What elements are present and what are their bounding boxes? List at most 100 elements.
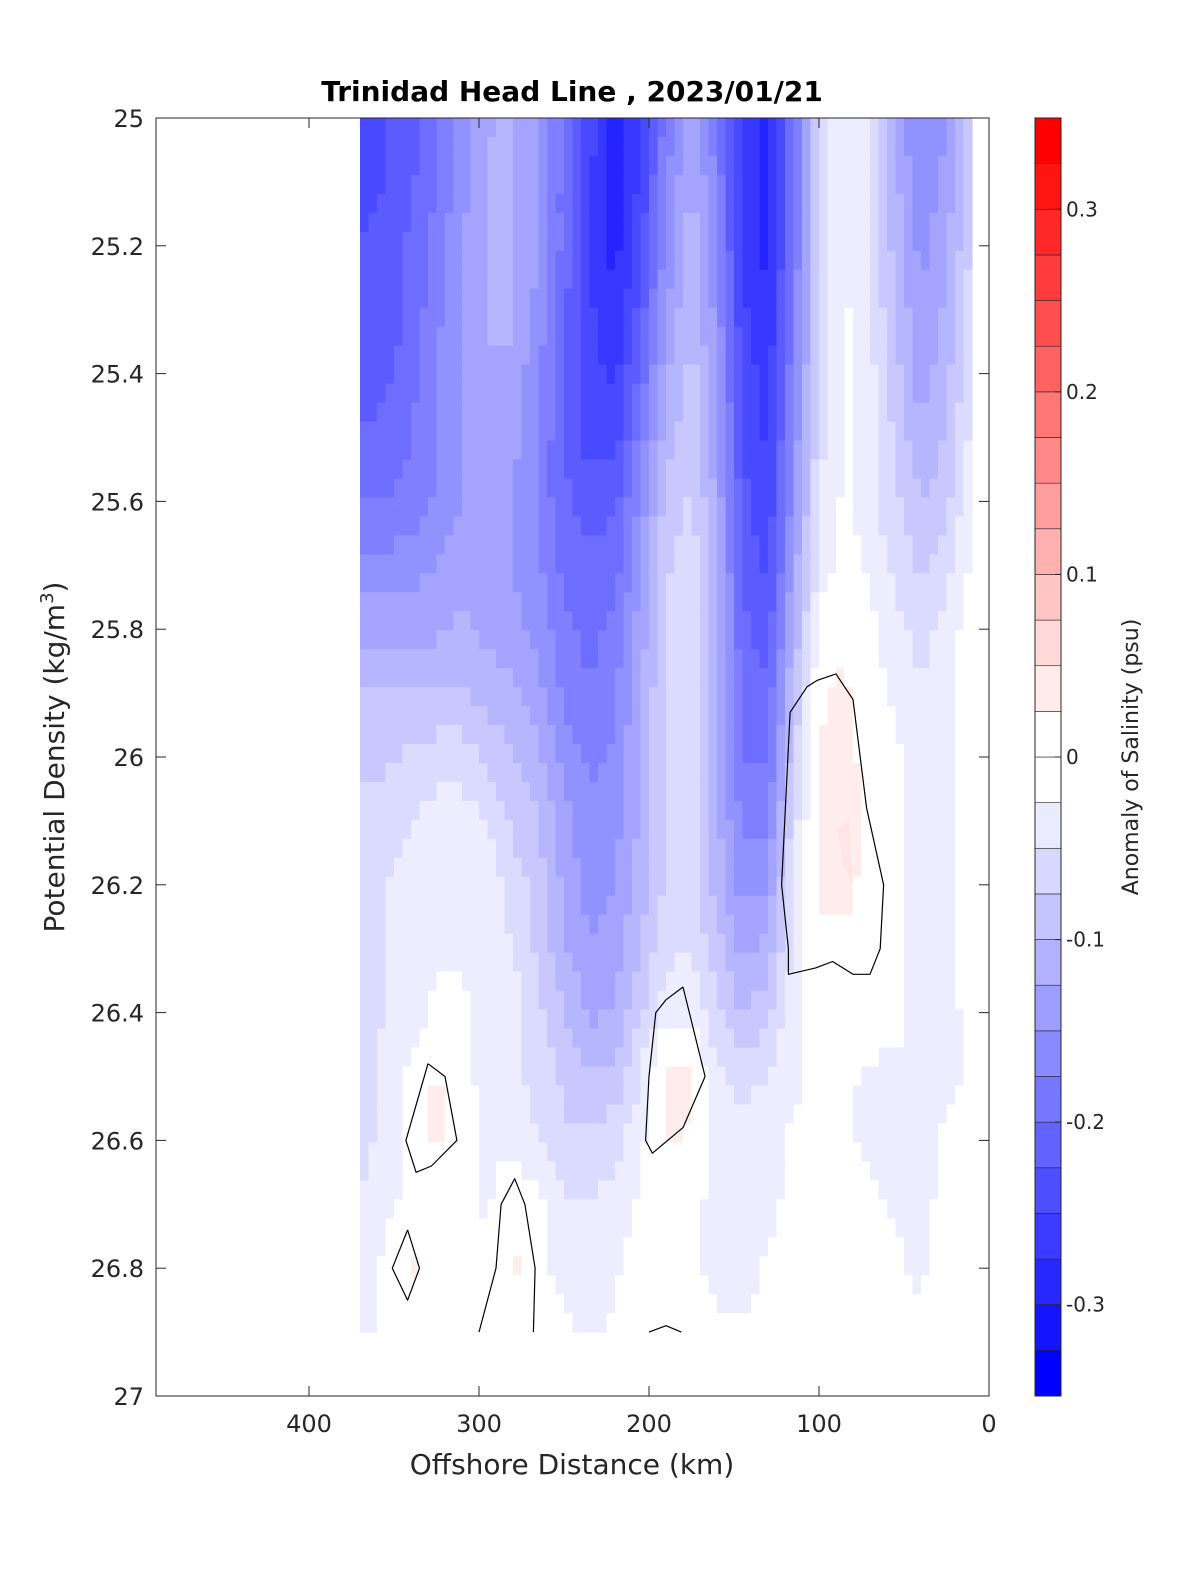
- field-cell: [606, 250, 616, 271]
- field-cell: [572, 288, 582, 309]
- field-cell: [700, 231, 710, 252]
- field-cell: [921, 1218, 931, 1238]
- field-cell: [734, 1066, 744, 1087]
- field-cell: [377, 554, 387, 574]
- field-cell: [496, 516, 506, 536]
- field-cell: [419, 421, 429, 442]
- field-cell: [708, 174, 718, 195]
- field-cell: [853, 971, 863, 992]
- field-cell: [827, 895, 837, 916]
- field-cell: [819, 459, 829, 480]
- field-cell: [742, 971, 752, 992]
- field-cell: [496, 136, 506, 157]
- field-cell: [504, 611, 514, 631]
- field-cell: [683, 1294, 693, 1314]
- field-cell: [768, 1237, 778, 1257]
- field-cell: [717, 231, 727, 252]
- field-cell: [861, 118, 871, 138]
- field-cell: [734, 1047, 744, 1068]
- field-cell: [666, 440, 676, 461]
- field-cell: [521, 1313, 531, 1333]
- field-cell: [504, 1085, 514, 1106]
- field-cell: [555, 876, 565, 897]
- field-cell: [436, 174, 446, 195]
- field-cell: [870, 687, 880, 707]
- field-cell: [419, 857, 429, 878]
- field-cell: [904, 459, 914, 480]
- field-cell: [963, 1009, 973, 1030]
- field-cell: [810, 1180, 820, 1200]
- field-cell: [691, 516, 701, 536]
- field-cell: [895, 1256, 905, 1276]
- y-tick-label: 25.8: [91, 616, 144, 644]
- field-cell: [751, 1199, 761, 1219]
- field-cell: [793, 573, 803, 593]
- field-cell: [547, 914, 557, 935]
- field-cell: [819, 269, 829, 290]
- field-cell: [598, 440, 608, 461]
- field-cell: [929, 933, 939, 954]
- field-cell: [768, 326, 778, 347]
- field-cell: [691, 971, 701, 992]
- field-cell: [623, 649, 633, 669]
- field-cell: [598, 1066, 608, 1087]
- field-cell: [436, 1180, 446, 1200]
- field-cell: [385, 611, 395, 631]
- field-cell: [742, 459, 752, 480]
- positive-anomaly-patch: [837, 820, 853, 885]
- field-cell: [725, 1313, 735, 1333]
- field-cell: [955, 668, 965, 688]
- field-cell: [521, 876, 531, 897]
- field-cell: [368, 952, 378, 973]
- zero-contour-line: [644, 986, 706, 1154]
- field-cell: [912, 326, 922, 347]
- field-cell: [844, 478, 854, 499]
- field-cell: [810, 1294, 820, 1314]
- field-cell: [632, 478, 642, 499]
- field-cell: [836, 1218, 846, 1238]
- field-cell: [377, 933, 387, 954]
- field-cell: [555, 1028, 565, 1049]
- field-cell: [615, 250, 625, 271]
- field-cell: [479, 1161, 489, 1181]
- field-cell: [470, 1294, 480, 1314]
- field-cell: [538, 838, 548, 859]
- field-cell: [827, 744, 837, 764]
- field-cell: [657, 212, 667, 233]
- field-cell: [385, 516, 395, 536]
- field-cell: [385, 421, 395, 442]
- field-cell: [530, 1123, 540, 1143]
- field-cell: [963, 1180, 973, 1200]
- field-cell: [759, 307, 769, 328]
- field-cell: [895, 706, 905, 726]
- field-cell: [759, 326, 769, 347]
- field-cell: [513, 421, 523, 442]
- field-cell: [870, 231, 880, 252]
- field-cell: [581, 838, 591, 859]
- field-cell: [912, 1028, 922, 1049]
- field-cell: [819, 1313, 829, 1333]
- field-cell: [538, 1275, 548, 1295]
- field-cell: [487, 971, 497, 992]
- field-cell: [683, 573, 693, 593]
- field-cell: [538, 212, 548, 233]
- field-cell: [683, 1199, 693, 1219]
- field-cell: [462, 876, 472, 897]
- field-cell: [810, 838, 820, 859]
- field-cell: [640, 1123, 650, 1143]
- field-cell: [538, 914, 548, 935]
- field-cell: [436, 762, 446, 783]
- field-cell: [717, 857, 727, 878]
- field-cell: [836, 630, 846, 650]
- field-cell: [394, 990, 404, 1011]
- field-cell: [861, 364, 871, 385]
- field-cell: [555, 706, 565, 726]
- field-cell: [776, 193, 786, 214]
- field-cell: [955, 744, 965, 764]
- field-cell: [368, 231, 378, 252]
- field-cell: [368, 800, 378, 821]
- field-cell: [946, 497, 956, 517]
- field-cell: [853, 990, 863, 1011]
- field-cell: [385, 781, 395, 802]
- field-cell: [555, 364, 565, 385]
